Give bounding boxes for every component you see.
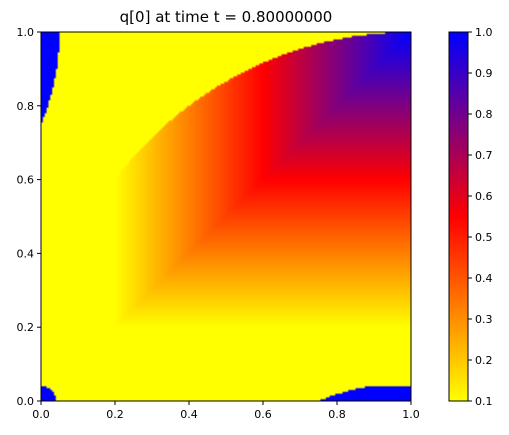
- x-tick-label: 0.8: [328, 408, 346, 421]
- y-axis: 0.0 0.2 0.4 0.6 0.8 1.0: [17, 26, 41, 408]
- colorbar-tick-label: 0.7: [475, 149, 493, 162]
- heatmap-image: [41, 32, 411, 401]
- x-tick-label: 0.4: [180, 408, 198, 421]
- x-axis: 0.0 0.2 0.4 0.6 0.8 1.0: [32, 401, 420, 421]
- y-tick-label: 1.0: [17, 26, 35, 39]
- x-tick-label: 0.0: [32, 408, 50, 421]
- colorbar-tick-label: 0.9: [475, 67, 493, 80]
- plot-frame: [40, 31, 412, 402]
- colorbar-tick-label: 0.5: [475, 231, 493, 244]
- x-tick-label: 0.2: [106, 408, 124, 421]
- colorbar-tick-label: 0.1: [475, 395, 493, 408]
- y-tick-label: 0.2: [17, 321, 35, 334]
- colorbar-tick-label: 0.3: [475, 313, 493, 326]
- colorbar-frame: [448, 31, 469, 402]
- y-tick-label: 0.6: [17, 174, 35, 187]
- colorbar-ticks: 0.1 0.2 0.3 0.4 0.5 0.6 0.7 0.8 0.9 1.0: [468, 26, 493, 408]
- colorbar-tick-label: 0.8: [475, 108, 493, 121]
- colorbar: 0.1 0.2 0.3 0.4 0.5 0.6 0.7 0.8 0.9 1.0: [448, 26, 493, 408]
- x-tick-label: 0.6: [254, 408, 272, 421]
- colorbar-tick-label: 0.2: [475, 354, 493, 367]
- y-tick-label: 0.4: [17, 247, 35, 260]
- y-tick-label: 0.8: [17, 100, 35, 113]
- colorbar-tick-label: 0.6: [475, 190, 493, 203]
- colorbar-tick-label: 0.4: [475, 272, 493, 285]
- chart-title: q[0] at time t = 0.80000000: [120, 8, 333, 26]
- colorbar-tick-label: 1.0: [475, 26, 493, 39]
- x-tick-label: 1.0: [402, 408, 420, 421]
- y-tick-label: 0.0: [17, 395, 35, 408]
- plot-area: [40, 31, 412, 402]
- colorbar-gradient: [449, 32, 468, 401]
